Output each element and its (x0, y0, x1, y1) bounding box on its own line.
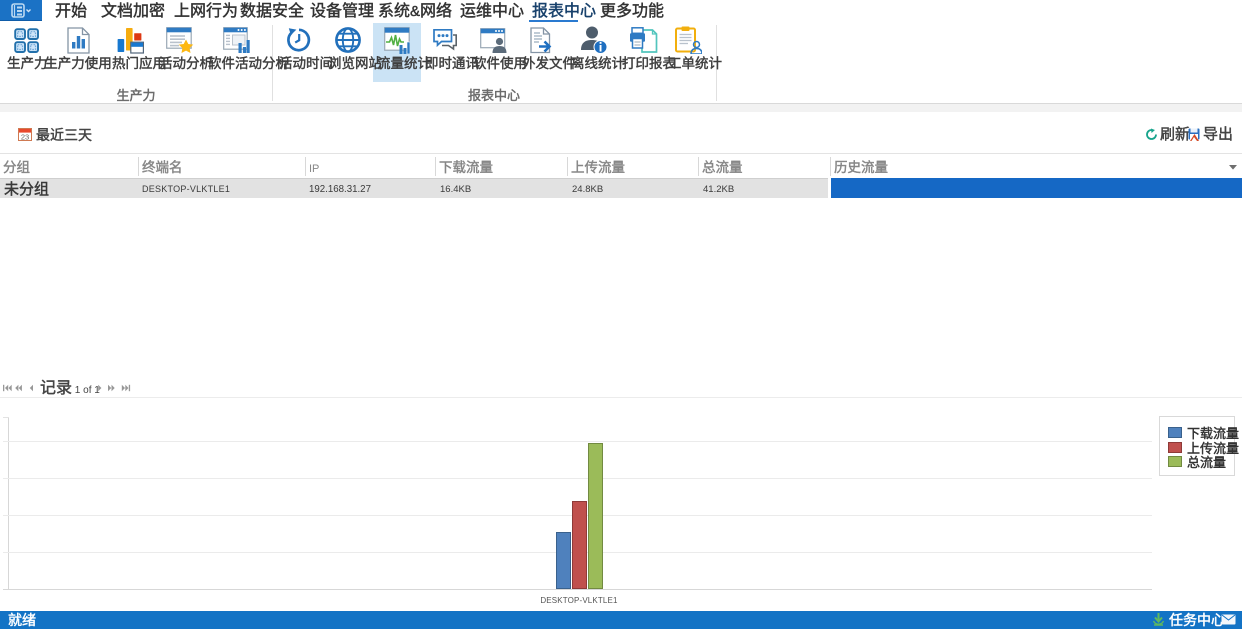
svg-text:23: 23 (21, 133, 29, 142)
